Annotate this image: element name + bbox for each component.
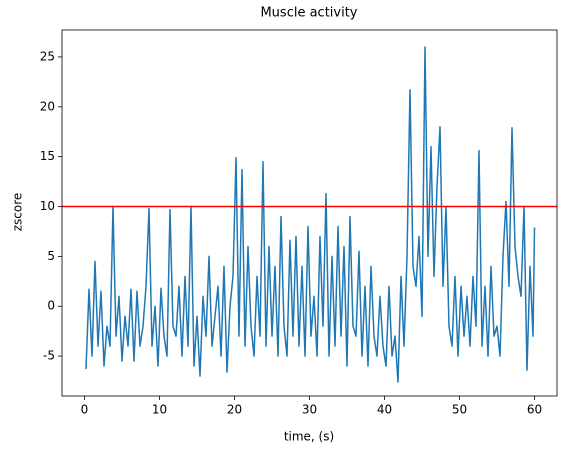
x-tick-label: 40 [377, 403, 392, 417]
y-tick-label: 15 [40, 149, 55, 163]
y-tick-label: -5 [43, 349, 55, 363]
x-tick-label: 60 [527, 403, 542, 417]
x-tick-label: 30 [302, 403, 317, 417]
x-axis-label: time, (s) [284, 430, 334, 444]
y-tick-label: 20 [40, 99, 55, 113]
y-tick-label: 10 [40, 199, 55, 213]
y-tick-label: 0 [47, 299, 55, 313]
chart-title: Muscle activity [260, 6, 357, 21]
y-axis-label: zscore [11, 193, 25, 232]
data-line [85, 46, 536, 383]
plot-frame [61, 29, 558, 397]
y-tick-label: 5 [47, 249, 55, 263]
x-tick-label: 0 [81, 403, 89, 417]
y-tick-label: 25 [40, 49, 55, 63]
x-tick-label: 20 [227, 403, 242, 417]
x-tick-label: 50 [452, 403, 467, 417]
x-tick-label: 10 [152, 403, 167, 417]
